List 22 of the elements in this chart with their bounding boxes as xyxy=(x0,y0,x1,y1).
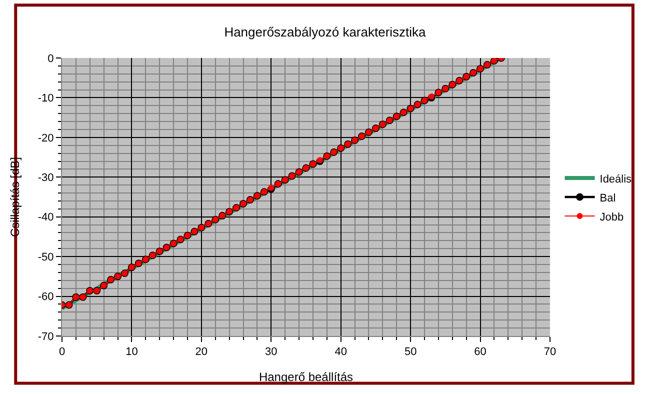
y-tick-label: -70 xyxy=(38,330,54,343)
chart-title: Hangerőszabályozó karakterisztika xyxy=(224,24,427,40)
x-tick-label: 50 xyxy=(404,346,417,358)
x-tick-label: 70 xyxy=(544,346,556,358)
x-axis-title: Hangerő beállítás xyxy=(258,370,354,384)
y-tick-label: -50 xyxy=(38,251,54,264)
legend-label: Ideális xyxy=(600,173,632,186)
x-tick-label: 40 xyxy=(334,346,347,358)
y-tick-label: -30 xyxy=(38,172,54,184)
x-tick-label: 0 xyxy=(58,346,66,358)
y-tick-label: -60 xyxy=(38,291,54,304)
y-axis-title: Csillapítás [dB] xyxy=(8,156,22,238)
y-tick-label: -20 xyxy=(38,132,54,144)
legend-label: Jobb xyxy=(600,211,624,224)
legend-label: Bal xyxy=(600,192,616,204)
y-tick-label: 0 xyxy=(48,52,54,65)
x-tick-label: 30 xyxy=(265,346,278,358)
y-tick-label: -10 xyxy=(38,92,54,105)
x-tick-label: 60 xyxy=(474,346,486,358)
y-tick-label: -40 xyxy=(38,212,54,224)
x-tick-label: 10 xyxy=(126,346,138,358)
x-tick-label: 20 xyxy=(195,346,208,358)
